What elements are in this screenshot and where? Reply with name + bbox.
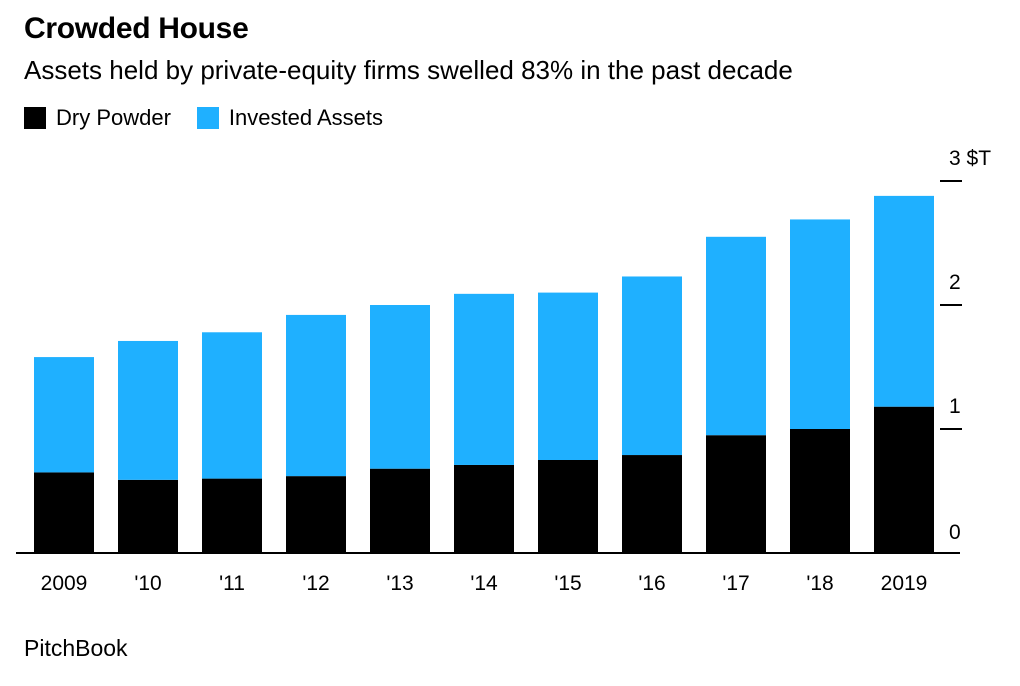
x-tick-label: '18 <box>806 572 833 595</box>
x-tick-label: '14 <box>470 572 498 595</box>
y-tick-label: 3 $T <box>949 147 991 170</box>
bar-dry-powder <box>370 468 430 553</box>
chart-title: Crowded House <box>24 12 249 45</box>
x-tick-label: '16 <box>638 572 665 595</box>
bar-dry-powder <box>874 406 934 553</box>
x-tick-label: '10 <box>134 572 161 595</box>
bar-invested-assets <box>286 314 346 477</box>
bar-invested-assets <box>454 293 514 465</box>
bar-dry-powder <box>538 460 598 553</box>
legend-item-dry-powder: Dry Powder <box>24 105 171 131</box>
x-tick-label: '11 <box>219 572 245 595</box>
x-tick-label: 2019 <box>881 572 928 595</box>
x-tick-label: '12 <box>302 572 329 595</box>
legend-label-invested-assets: Invested Assets <box>228 105 384 130</box>
bar-invested-assets <box>370 305 430 469</box>
bar-dry-powder <box>286 476 346 553</box>
bar-invested-assets <box>34 357 94 473</box>
bar-dry-powder <box>622 455 682 553</box>
bar-invested-assets <box>874 195 934 407</box>
bar-invested-assets <box>622 276 682 456</box>
bar-invested-assets <box>202 332 262 479</box>
legend-swatch-invested-assets <box>196 107 219 129</box>
x-tick-label: '17 <box>722 572 749 595</box>
x-tick-label: '15 <box>554 572 581 595</box>
bar-dry-powder <box>202 478 262 553</box>
bar-dry-powder <box>706 435 766 553</box>
bar-invested-assets <box>790 219 850 429</box>
legend-label-dry-powder: Dry Powder <box>56 105 171 130</box>
bar-dry-powder <box>118 479 178 553</box>
bar-dry-powder <box>454 464 514 553</box>
bar-invested-assets <box>706 236 766 436</box>
source-label: PitchBook <box>24 635 128 661</box>
bar-dry-powder <box>34 472 94 553</box>
y-tick-label: 0 <box>949 521 961 544</box>
bar-invested-assets <box>118 340 178 480</box>
chart-subtitle: Assets held by private-equity firms swel… <box>24 55 793 85</box>
y-tick-label: 2 <box>949 271 961 294</box>
bar-invested-assets <box>538 292 598 460</box>
y-tick-label: 1 <box>949 395 961 418</box>
bar-dry-powder <box>790 429 850 553</box>
x-tick-label: '13 <box>386 572 413 595</box>
legend-swatch-dry-powder <box>24 107 46 129</box>
legend-item-invested-assets: Invested Assets <box>196 105 384 131</box>
x-tick-label: 2009 <box>41 572 88 595</box>
legend: Dry Powder Invested Assets <box>24 105 409 131</box>
